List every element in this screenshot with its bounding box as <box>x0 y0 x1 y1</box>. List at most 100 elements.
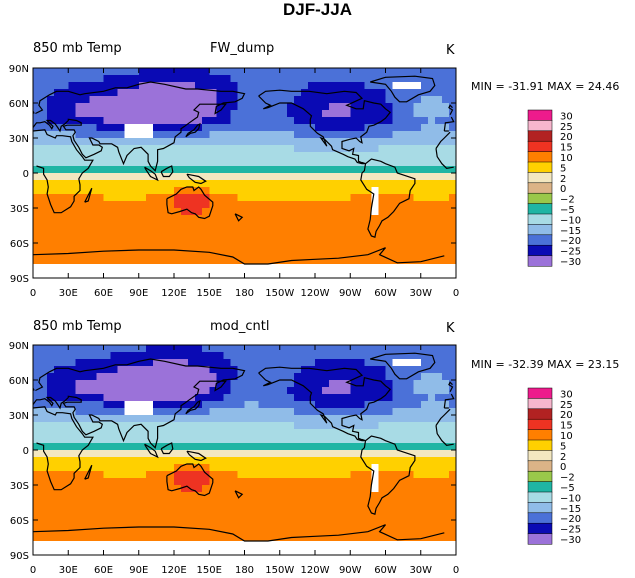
field-cell <box>82 222 90 230</box>
field-cell <box>152 506 161 514</box>
field-cell <box>223 345 231 353</box>
field-cell <box>54 68 62 76</box>
field-cell <box>181 124 189 132</box>
field-cell <box>103 548 112 556</box>
field-cell <box>279 264 288 272</box>
field-cell <box>131 450 140 458</box>
field-cell <box>307 534 316 542</box>
field-cell <box>385 380 394 388</box>
field-cell <box>315 180 323 188</box>
field-cell <box>202 250 210 258</box>
field-cell <box>413 450 422 458</box>
field-cell <box>202 236 210 244</box>
field-cell <box>89 499 97 507</box>
field-cell <box>237 173 245 181</box>
field-cell <box>441 534 450 542</box>
field-cell <box>300 513 309 521</box>
field-cell <box>61 429 69 437</box>
field-cell <box>54 215 62 223</box>
field-cell <box>216 366 224 374</box>
field-cell <box>82 138 90 146</box>
field-cell <box>378 506 386 514</box>
field-cell <box>329 229 337 237</box>
field-cell <box>378 103 386 111</box>
field-cell <box>378 194 386 202</box>
field-cell <box>188 222 196 230</box>
field-cell <box>33 436 41 444</box>
field-cell <box>392 124 401 132</box>
field-cell <box>371 359 379 367</box>
field-cell <box>188 422 196 430</box>
field-cell <box>174 457 182 465</box>
field-cell <box>117 236 126 244</box>
field-cell <box>364 243 372 251</box>
field-cell <box>82 422 90 430</box>
field-cell <box>343 173 351 181</box>
field-cell <box>448 359 457 367</box>
field-cell <box>96 257 104 265</box>
field-cell <box>293 443 302 451</box>
field-cell <box>357 89 365 97</box>
field-cell <box>286 401 295 409</box>
field-cell <box>251 401 260 409</box>
field-cell <box>174 236 182 244</box>
field-cell <box>138 152 147 160</box>
field-cell <box>406 152 415 160</box>
field-cell <box>364 131 372 139</box>
field-cell <box>174 173 182 181</box>
colorbar-box <box>527 182 553 194</box>
field-cell <box>223 541 231 549</box>
field-cell <box>350 201 358 209</box>
field-cell <box>300 499 309 507</box>
field-cell <box>265 131 274 139</box>
field-cell <box>251 429 260 437</box>
panel-2-minmax: MIN = -32.39 MAX = 23.15 <box>471 358 619 371</box>
field-cell <box>385 429 394 437</box>
field-cell <box>230 394 238 402</box>
field-cell <box>188 429 196 437</box>
field-cell <box>251 82 260 90</box>
field-cell <box>406 75 415 83</box>
field-cell <box>61 450 69 458</box>
field-cell <box>117 68 126 76</box>
field-cell <box>131 215 140 223</box>
field-cell <box>82 457 90 465</box>
field-cell <box>138 110 147 118</box>
field-cell <box>357 373 365 381</box>
field-cell <box>434 359 443 367</box>
field-cell <box>216 394 224 402</box>
field-cell <box>441 96 450 104</box>
field-cell <box>293 485 302 493</box>
field-cell <box>96 159 104 167</box>
field-cell <box>357 201 365 209</box>
field-cell <box>286 236 295 244</box>
field-cell <box>174 366 182 374</box>
field-cell <box>244 96 253 104</box>
field-cell <box>350 117 358 125</box>
field-cell <box>131 194 140 202</box>
field-cell <box>399 68 408 76</box>
field-cell <box>216 359 224 367</box>
field-cell <box>103 429 112 437</box>
field-cell <box>202 110 210 118</box>
field-cell <box>33 485 41 493</box>
field-cell <box>96 194 104 202</box>
field-cell <box>350 450 358 458</box>
field-cell <box>413 520 422 528</box>
field-cell <box>322 429 330 437</box>
field-cell <box>166 513 175 521</box>
field-cell <box>68 464 76 472</box>
field-cell <box>61 201 69 209</box>
field-cell <box>174 429 182 437</box>
field-cell <box>96 173 104 181</box>
field-cell <box>223 485 231 493</box>
field-cell <box>145 68 154 76</box>
field-cell <box>89 250 97 258</box>
field-cell <box>54 478 62 486</box>
field-cell <box>237 520 245 528</box>
field-cell <box>343 68 351 76</box>
field-cell <box>399 152 408 160</box>
field-cell <box>434 194 443 202</box>
field-cell <box>124 408 133 416</box>
